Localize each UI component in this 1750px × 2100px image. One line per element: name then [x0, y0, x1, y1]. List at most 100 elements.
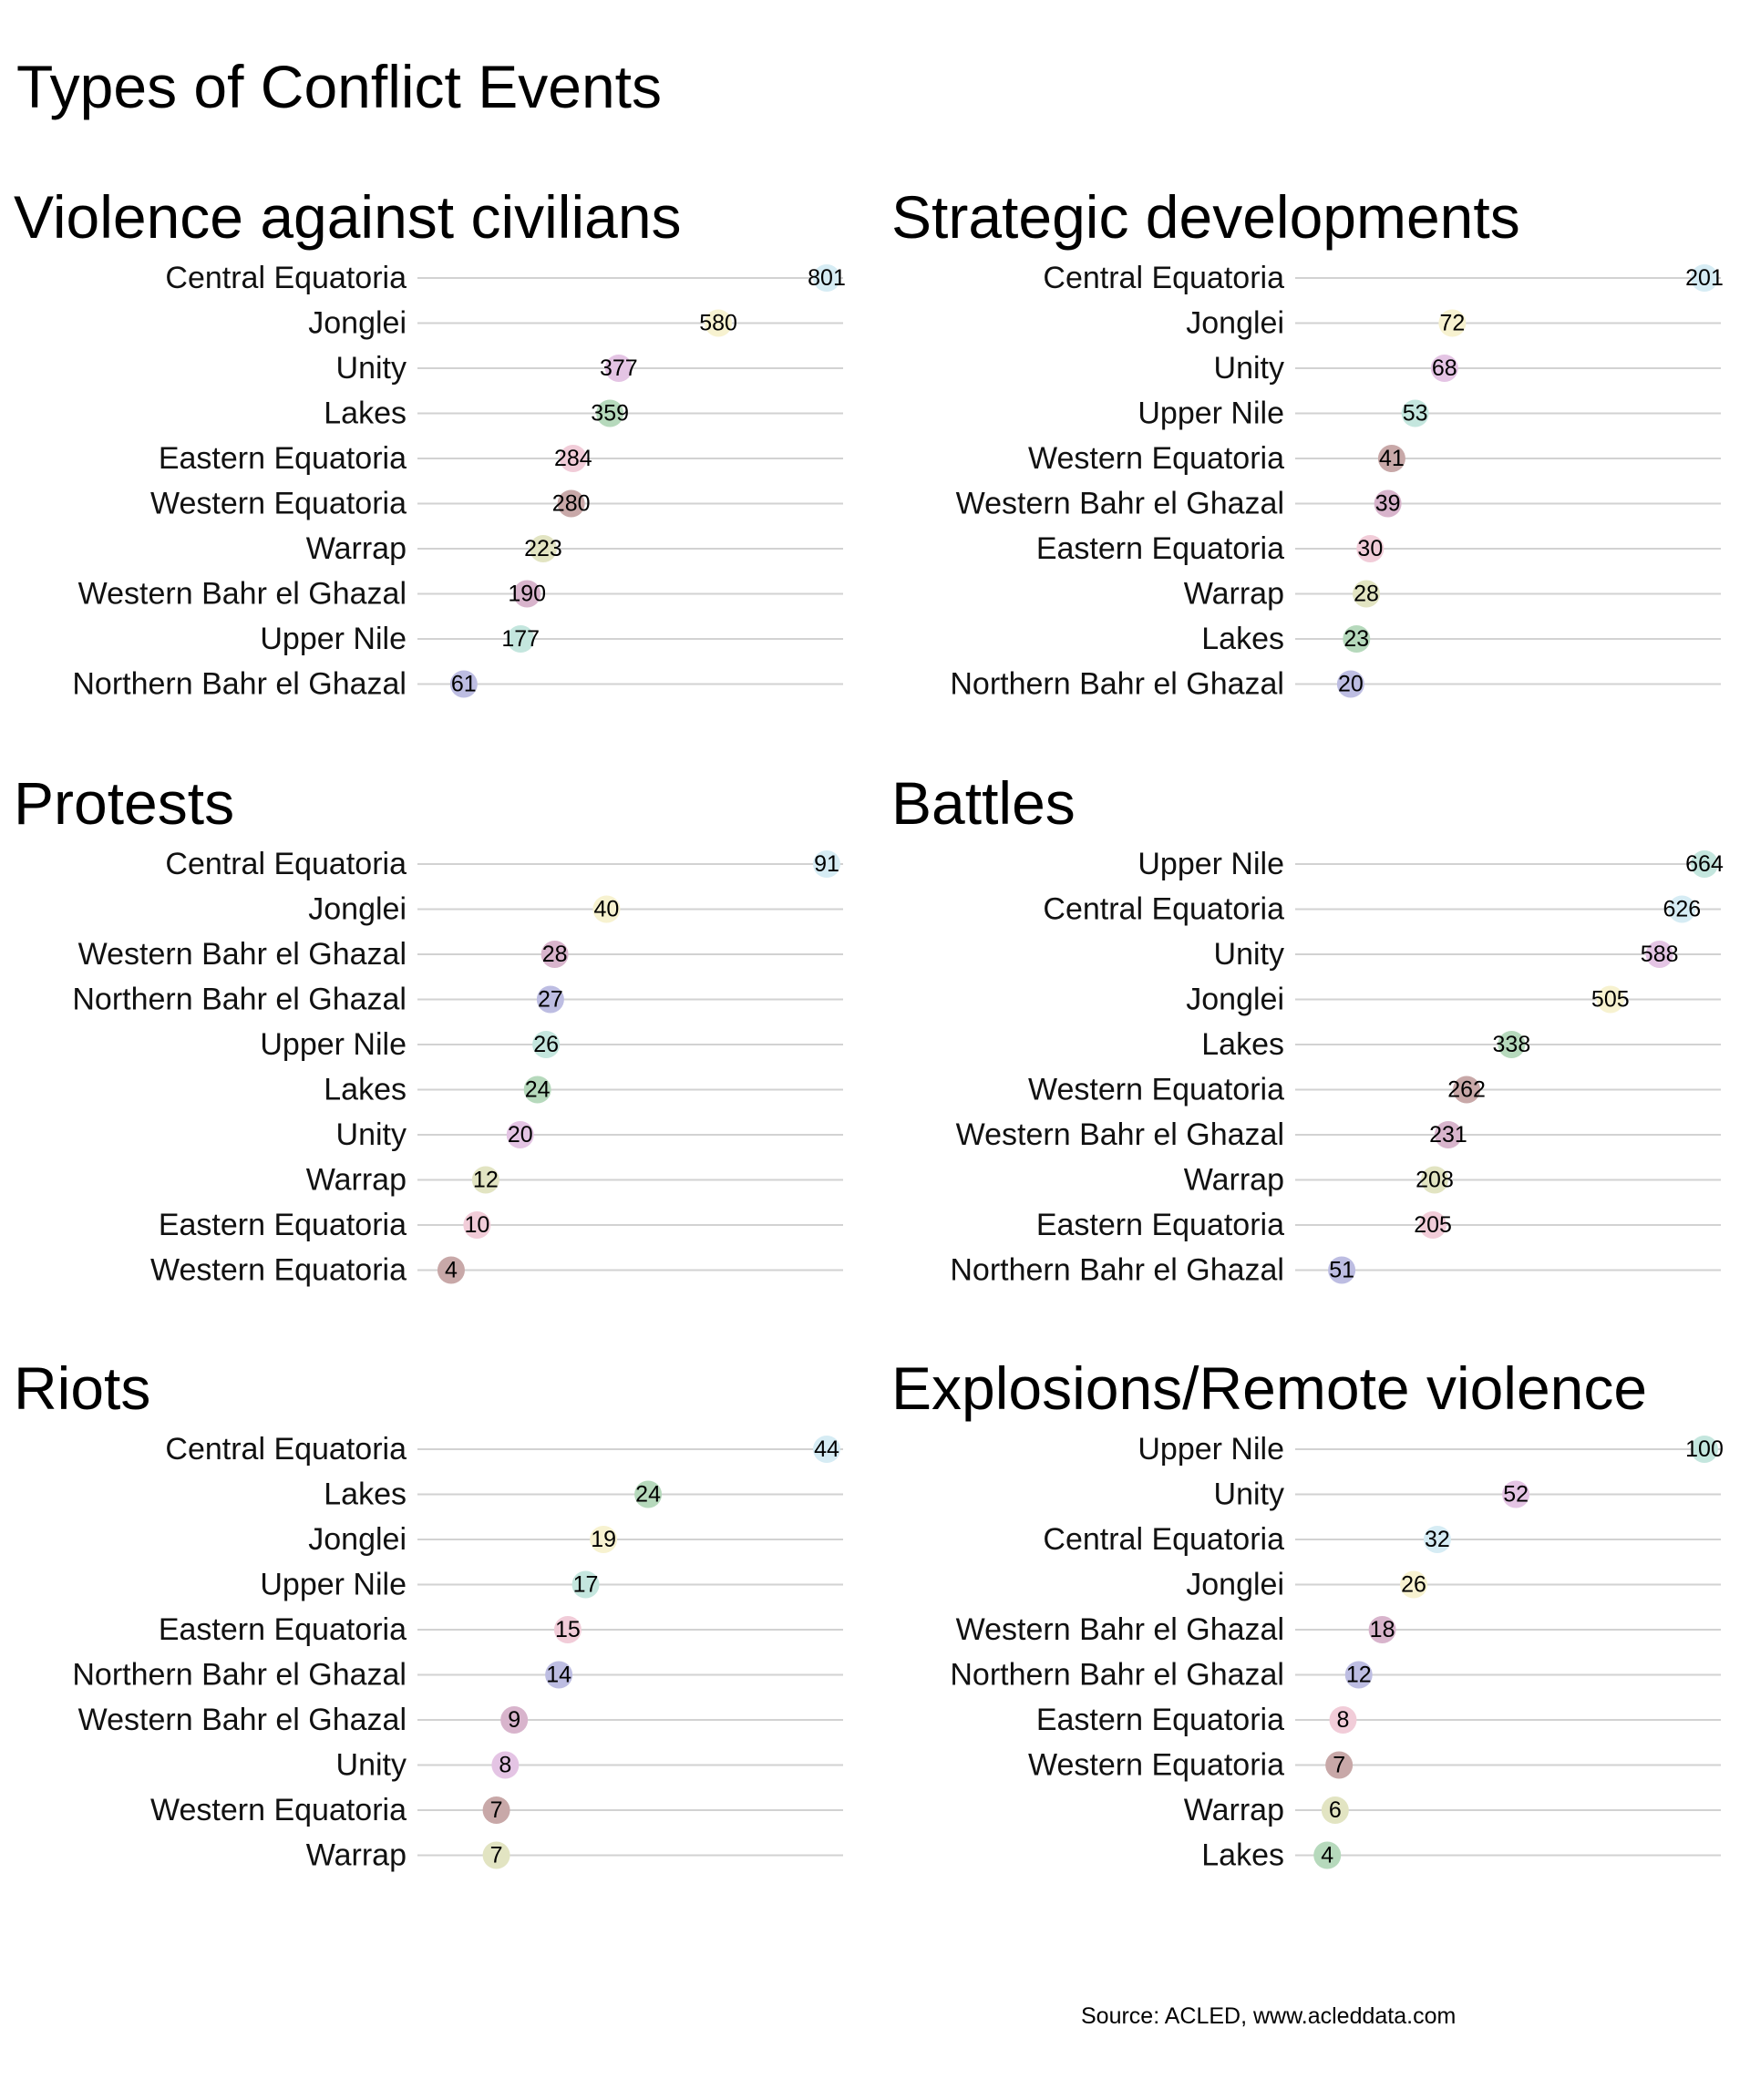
value-label: 20: [1338, 672, 1364, 697]
data-point-upper-nile: [532, 1031, 561, 1058]
data-point-western-bahr-el-ghazal: [500, 1706, 529, 1734]
data-point-western-bahr-el-ghazal: [1368, 1616, 1396, 1643]
data-point-central-equatoria: [813, 264, 840, 292]
value-label: 17: [573, 1572, 599, 1598]
category-label: Jonglei: [308, 1522, 407, 1557]
value-label: 626: [1662, 897, 1701, 922]
category-label: Central Equatoria: [1043, 1522, 1284, 1557]
data-point-western-bahr-el-ghazal: [540, 941, 569, 968]
data-point-jonglei: [1400, 1570, 1428, 1599]
value-label: 53: [1403, 401, 1428, 427]
data-point-northern-bahr-el-ghazal: [1336, 670, 1364, 698]
category-label: Northern Bahr el Ghazal: [950, 667, 1284, 702]
category-label: Upper Nile: [260, 622, 407, 656]
category-label: Lakes: [1201, 1027, 1284, 1062]
value-label: 9: [508, 1707, 520, 1733]
category-label: Northern Bahr el Ghazal: [72, 983, 407, 1017]
category-label: Lakes: [1201, 622, 1284, 656]
category-label: Eastern Equatoria: [159, 1612, 407, 1647]
panel-title: Strategic developments: [891, 183, 1520, 251]
panel-title: Violence against civilians: [14, 183, 682, 251]
value-label: 338: [1493, 1032, 1531, 1057]
data-point-western-equatoria: [482, 1796, 510, 1824]
value-label: 14: [546, 1662, 571, 1688]
data-point-warrap: [1421, 1166, 1449, 1194]
dot-chart: Central Equatoria 44 Lakes 24 Jonglei 19 Upper…: [72, 1432, 843, 1873]
panel-title: Riots: [14, 1354, 151, 1422]
category-label: Jonglei: [308, 892, 407, 927]
value-label: 262: [1447, 1077, 1486, 1103]
value-label: 177: [501, 626, 540, 652]
category-label: Western Equatoria: [1028, 1748, 1284, 1783]
data-point-central-equatoria: [813, 1436, 840, 1463]
value-label: 23: [1343, 626, 1369, 652]
dot-chart: Central Equatoria 91 Jonglei 40 Western Bahr…: [72, 847, 843, 1288]
value-label: 664: [1685, 851, 1724, 877]
value-label: 10: [464, 1212, 489, 1238]
data-point-lakes: [596, 399, 624, 427]
value-label: 40: [594, 897, 620, 922]
chart-panel-explosions-remote-violence: Explosions/Remote violence Upper Nile 100 U…: [891, 1358, 1750, 1905]
data-point-eastern-equatoria: [1329, 1706, 1357, 1734]
data-point-western-equatoria: [1453, 1076, 1481, 1104]
dot-chart: Upper Nile 664 Central Equatoria 626 Unity 58…: [950, 847, 1724, 1288]
category-label: Western Bahr el Ghazal: [956, 1612, 1284, 1647]
source-note: Source: ACLED, www.acleddata.com: [1081, 2003, 1457, 2029]
category-label: Western Equatoria: [150, 487, 407, 521]
data-point-central-equatoria: [1423, 1526, 1451, 1553]
value-label: 4: [445, 1258, 458, 1283]
category-label: Jonglei: [1186, 306, 1284, 341]
data-point-eastern-equatoria: [463, 1211, 491, 1239]
value-label: 223: [524, 536, 562, 561]
data-point-jonglei: [592, 895, 621, 923]
data-point-eastern-equatoria: [1419, 1211, 1447, 1239]
chart-panel-violence-against-civilians: Violence against civilians Central Equato…: [14, 187, 875, 734]
value-label: 377: [600, 355, 638, 381]
category-label: Warrap: [306, 531, 407, 566]
dot-chart: Central Equatoria 201 Jonglei 72 Unity 68 Uppe…: [950, 261, 1724, 702]
category-label: Northern Bahr el Ghazal: [72, 1658, 407, 1693]
chart-panel-riots: Riots Central Equatoria 44 Lakes 24 Jonglei 19…: [14, 1358, 875, 1905]
category-label: Upper Nile: [1138, 396, 1284, 431]
category-label: Western Equatoria: [150, 1253, 407, 1288]
data-point-upper-nile: [507, 625, 535, 653]
data-point-upper-nile: [1401, 399, 1429, 427]
value-label: 284: [554, 446, 592, 471]
data-point-western-equatoria: [1325, 1751, 1354, 1779]
category-label: Jonglei: [308, 306, 407, 341]
data-point-lakes: [523, 1076, 551, 1104]
value-label: 580: [699, 311, 737, 336]
value-label: 7: [490, 1797, 503, 1823]
value-label: 61: [451, 672, 477, 697]
category-label: Upper Nile: [260, 1027, 407, 1062]
data-point-warrap: [482, 1841, 510, 1869]
value-label: 12: [1346, 1662, 1372, 1688]
category-label: Upper Nile: [260, 1568, 407, 1602]
data-point-jonglei: [1438, 309, 1467, 337]
data-point-lakes: [634, 1480, 663, 1508]
value-label: 51: [1329, 1258, 1354, 1283]
data-point-northern-bahr-el-ghazal: [449, 670, 478, 698]
data-point-northern-bahr-el-ghazal: [536, 985, 564, 1014]
value-label: 7: [490, 1843, 503, 1868]
category-label: Unity: [336, 1117, 407, 1152]
category-label: Unity: [336, 1748, 407, 1783]
value-label: 7: [1333, 1753, 1345, 1778]
category-label: Central Equatoria: [1043, 892, 1284, 927]
panel-title: Explosions/Remote violence: [891, 1354, 1648, 1422]
value-label: 24: [635, 1482, 661, 1508]
category-label: Western Equatoria: [1028, 441, 1284, 476]
data-point-upper-nile: [1691, 850, 1718, 878]
data-point-central-equatoria: [813, 850, 840, 878]
data-point-eastern-equatoria: [553, 1616, 582, 1643]
category-label: Western Bahr el Ghazal: [956, 487, 1284, 521]
data-point-unity: [491, 1751, 520, 1779]
data-point-warrap: [529, 535, 557, 562]
dot-chart: Central Equatoria 801 Jonglei 580 Unity 377 La…: [72, 261, 846, 702]
data-point-northern-bahr-el-ghazal: [1328, 1256, 1356, 1284]
category-label: Jonglei: [1186, 1568, 1284, 1602]
data-point-lakes: [1313, 1841, 1342, 1869]
value-label: 280: [552, 491, 591, 517]
data-point-western-equatoria: [1377, 445, 1405, 472]
data-point-upper-nile: [1691, 1436, 1718, 1463]
